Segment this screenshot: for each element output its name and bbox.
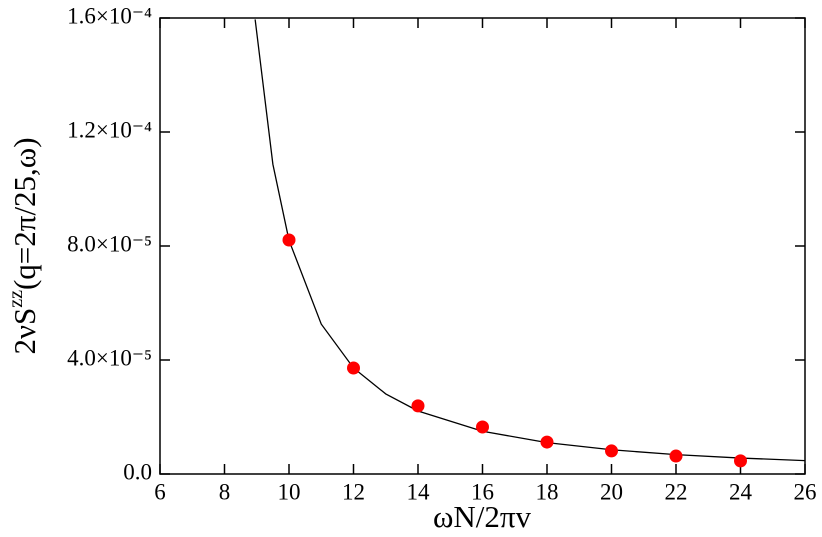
data-point [282, 233, 296, 247]
y-tick-label: 0.0 [123, 459, 152, 484]
y-axis-label: 2νSzz(q=2π/25,ω) [5, 137, 43, 354]
data-point [605, 444, 618, 458]
x-tick-label: 8 [219, 479, 231, 504]
data-point [476, 420, 489, 434]
plot-frame [159, 17, 806, 475]
data-point [347, 361, 360, 375]
x-tick-label: 20 [600, 479, 623, 504]
y-tick-label: 8.0×10⁻⁵ [67, 231, 152, 256]
x-tick-label: 18 [536, 479, 559, 504]
x-tick-label: 16 [471, 479, 494, 504]
x-tick-label: 10 [278, 479, 301, 504]
x-tick-label: 26 [794, 479, 817, 504]
data-point [411, 399, 425, 413]
x-tick-label: 24 [729, 479, 753, 504]
x-tick-label: 14 [407, 479, 431, 504]
fit-curve [254, 19, 806, 462]
data-point [734, 454, 747, 468]
y-label-part: (q=2π/25,ω) [7, 137, 42, 290]
y-tick-label: 4.0×10⁻⁵ [67, 345, 152, 370]
y-label-part: 2νS [7, 308, 42, 355]
y-tick-label: 1.6×10⁻⁴ [67, 3, 152, 28]
x-tick-label: 6 [154, 479, 166, 504]
y-tick-label: 1.2×10⁻⁴ [67, 117, 152, 142]
x-tick-label: 12 [342, 479, 365, 504]
data-point [540, 435, 554, 449]
data-point [669, 449, 683, 463]
y-label-sup: zz [5, 290, 27, 308]
x-axis-label: ωN/2πv [433, 499, 532, 534]
x-tick-label: 22 [665, 479, 688, 504]
